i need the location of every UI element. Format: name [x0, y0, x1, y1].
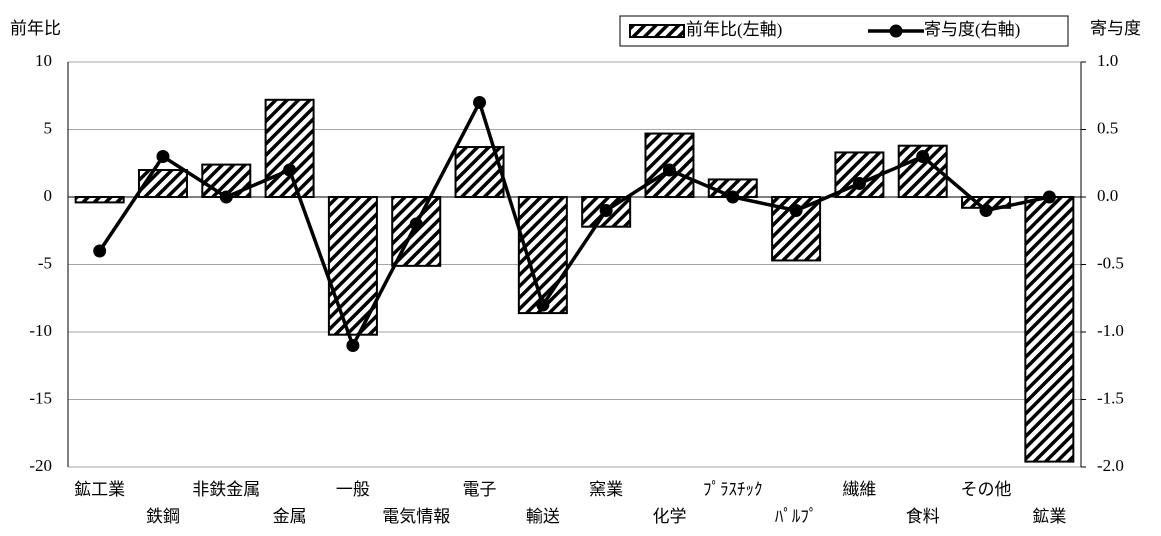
marker — [726, 190, 740, 204]
bar — [1024, 196, 1075, 463]
x-tick-label: 化学 — [652, 507, 686, 526]
x-tick-label: その他 — [961, 480, 1012, 499]
x-tick-label: 鉄鋼 — [146, 507, 180, 526]
bar — [74, 196, 125, 204]
marker — [93, 244, 107, 258]
x-tick-label: 窯業 — [589, 480, 623, 499]
y-tick-label: -5 — [38, 253, 52, 272]
marker — [916, 150, 930, 163]
y2-tick-label: -2.0 — [1097, 456, 1124, 475]
x-tick-label: ﾊﾟﾙﾌﾟ — [775, 507, 818, 526]
bar — [391, 196, 442, 267]
x-tick-label: 鉱業 — [1032, 507, 1066, 526]
x-tick-label: 繊維 — [842, 480, 876, 499]
marker — [156, 150, 170, 163]
marker — [473, 96, 487, 109]
legend-label: 寄与度(右軸) — [924, 20, 1020, 39]
bar — [644, 132, 695, 199]
y2-tick-label: 0.5 — [1097, 118, 1118, 137]
y-axis-title: 前年比 — [10, 19, 61, 38]
y-tick-label: -15 — [29, 388, 52, 407]
line — [98, 97, 1050, 350]
x-tick-label: 輸送 — [526, 507, 560, 526]
x-tick-label: 電気情報 — [382, 507, 450, 526]
x-tick-label: 一般 — [336, 480, 370, 499]
y-tick-label: -20 — [29, 456, 52, 475]
legend-box — [619, 15, 1069, 47]
x-tick-label: ﾌﾟﾗｽﾁｯｸ — [703, 480, 763, 499]
x-tick-label: 鉱工業 — [74, 480, 125, 499]
y2-tick-label: -1.5 — [1097, 388, 1124, 407]
legend-label: 前年比(左軸) — [686, 20, 782, 39]
legend-swatch — [629, 24, 685, 38]
marker — [1042, 190, 1056, 204]
y2-axis-title: 寄与度 — [1090, 19, 1141, 38]
marker — [219, 190, 233, 204]
x-tick-label: 非鉄金属 — [192, 480, 260, 499]
marker — [662, 163, 676, 177]
y-tick-label: -10 — [29, 321, 52, 340]
y-tick-label: 0 — [44, 186, 53, 205]
marker — [346, 339, 360, 352]
x-tick-label: 食料 — [906, 507, 940, 526]
marker — [852, 177, 866, 190]
marker — [599, 204, 613, 217]
y2-tick-label: 0.0 — [1097, 186, 1118, 205]
y2-tick-label: 1.0 — [1097, 51, 1118, 70]
y-tick-label: 10 — [35, 51, 52, 70]
marker — [979, 204, 993, 217]
y-tick-label: 5 — [44, 118, 53, 137]
marker — [283, 163, 297, 177]
marker — [789, 204, 803, 217]
marker — [536, 298, 550, 312]
bar — [264, 98, 315, 198]
y2-tick-label: -0.5 — [1097, 253, 1124, 272]
marker — [409, 217, 423, 231]
y2-tick-label: -1.0 — [1097, 321, 1124, 340]
legend-swatch — [889, 24, 903, 38]
x-tick-label: 電子 — [463, 480, 497, 499]
x-tick-label: 金属 — [273, 507, 307, 526]
